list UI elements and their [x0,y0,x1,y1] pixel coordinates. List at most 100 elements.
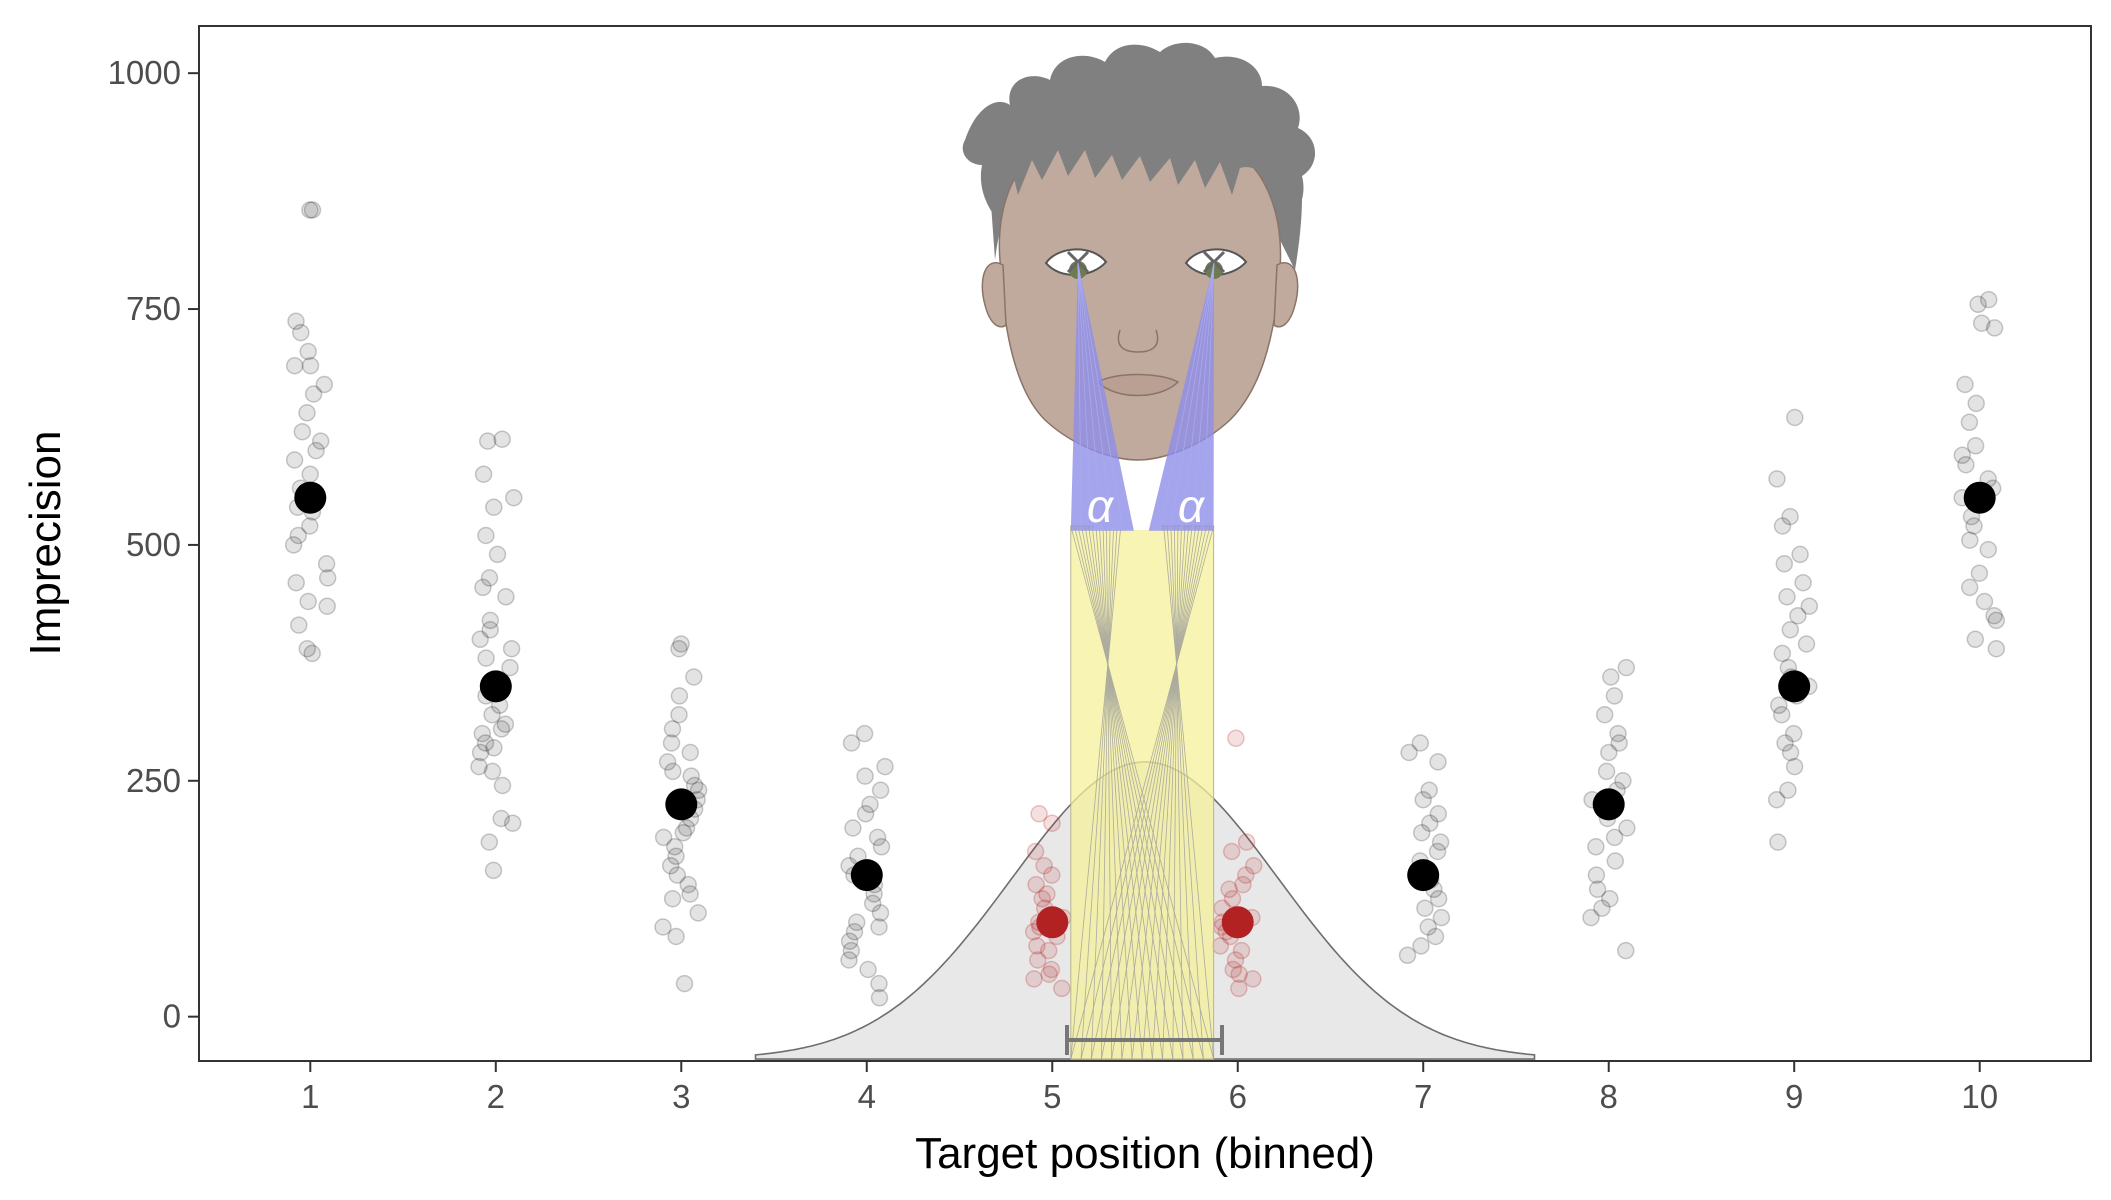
nose [1117,329,1159,353]
raw-point [1610,734,1628,752]
raw-point [1414,790,1432,809]
raw-point [1784,724,1803,743]
mean-point [1407,859,1440,892]
mean-point-highlight [1221,906,1254,939]
raw-point [1972,314,1991,332]
raw-point [503,814,522,832]
raw-point [502,639,521,658]
raw-point [496,715,515,733]
raw-point [304,385,323,403]
raw-point [868,828,887,847]
raw-point [1781,621,1800,639]
raw-point [1776,734,1794,752]
projection-line [1102,526,1123,1060]
panel-border [198,25,2092,1062]
raw-point [670,705,688,724]
raw-point [1227,729,1245,748]
mean-point [479,670,512,703]
raw-point [1028,937,1046,955]
projection-line [1163,526,1215,1060]
raw-point [1230,979,1248,998]
mean-point [665,788,698,821]
raw-point [488,545,507,564]
x-axis-title: Target position (binned) [915,1129,1375,1178]
mean-point [1778,670,1811,703]
raw-point [1966,437,1985,455]
projection-line [1152,526,1186,1060]
raw-point [1800,597,1819,615]
raw-point [855,724,874,743]
raw-point [1587,866,1606,884]
raw-point [1043,866,1061,884]
raw-point [663,889,682,908]
raw-point [1426,927,1445,946]
right-ear [1273,262,1299,328]
raw-point [1040,965,1058,983]
cone-line [1077,262,1124,531]
raw-point [1412,937,1430,955]
right-eye-cross [1202,250,1226,274]
eye-illustration: α α [962,42,1316,1060]
raw-point [1416,899,1434,917]
y-axis-title: Imprecision [21,431,70,656]
projection-line [1098,526,1133,1060]
x-tick-label: 4 [858,1078,876,1115]
projection-line [1166,526,1204,1060]
raw-point [1582,908,1600,927]
raw-point [299,342,317,361]
projection-line [1172,526,1179,1060]
raw-point [318,597,336,615]
x-tick-label: 1 [301,1078,319,1115]
raw-point [307,441,325,460]
raw-point [318,569,337,587]
raw-point [485,498,503,516]
raw-point [681,743,700,762]
raw-point [474,465,493,483]
raw-point [1419,918,1437,936]
raw-point [1781,507,1799,526]
raw-point [1601,889,1619,908]
raw-point [493,776,512,795]
raw-point [289,526,308,545]
raw-point [1420,781,1438,799]
raw-point [505,488,523,507]
raw-point [301,201,319,219]
raw-point [842,734,861,752]
raw-point [1230,965,1248,983]
raw-point [290,616,308,634]
raw-point [1987,639,2006,658]
mean-point [294,481,327,514]
raw-point [1965,517,1983,535]
raw-point [1614,772,1632,790]
alpha-label-right: α [1178,480,1206,532]
raw-point [301,356,320,375]
raw-point [1770,696,1788,715]
x-tick-label: 2 [487,1078,505,1115]
x-tick-label: 9 [1785,1078,1803,1115]
raw-point [1956,375,1974,394]
raw-point [1987,611,2006,630]
raw-point [1429,753,1447,771]
x-axis: 1 2 3 4 5 6 7 8 9 10 [301,1061,1998,1115]
projection-line [1131,526,1193,1060]
raw-point [1786,408,1804,427]
raw-point [1234,875,1252,894]
x-tick-label: 8 [1600,1078,1618,1115]
y-tick-label: 750 [126,290,181,327]
raw-point [1967,394,1985,413]
raw-point [876,757,894,776]
raw-point [863,894,882,913]
raw-point [1781,743,1800,762]
raw-point [1220,880,1238,899]
raw-point [1617,941,1635,960]
raw-point [1606,852,1625,870]
x-tick-label: 5 [1043,1078,1061,1115]
raw-point [299,592,317,611]
raw-point [1602,668,1620,686]
raw-point [840,932,859,950]
raw-point [664,762,682,781]
raw-point [1224,960,1242,979]
raw-point [665,838,684,856]
raw-point [1587,838,1605,856]
raw-point [844,819,862,837]
